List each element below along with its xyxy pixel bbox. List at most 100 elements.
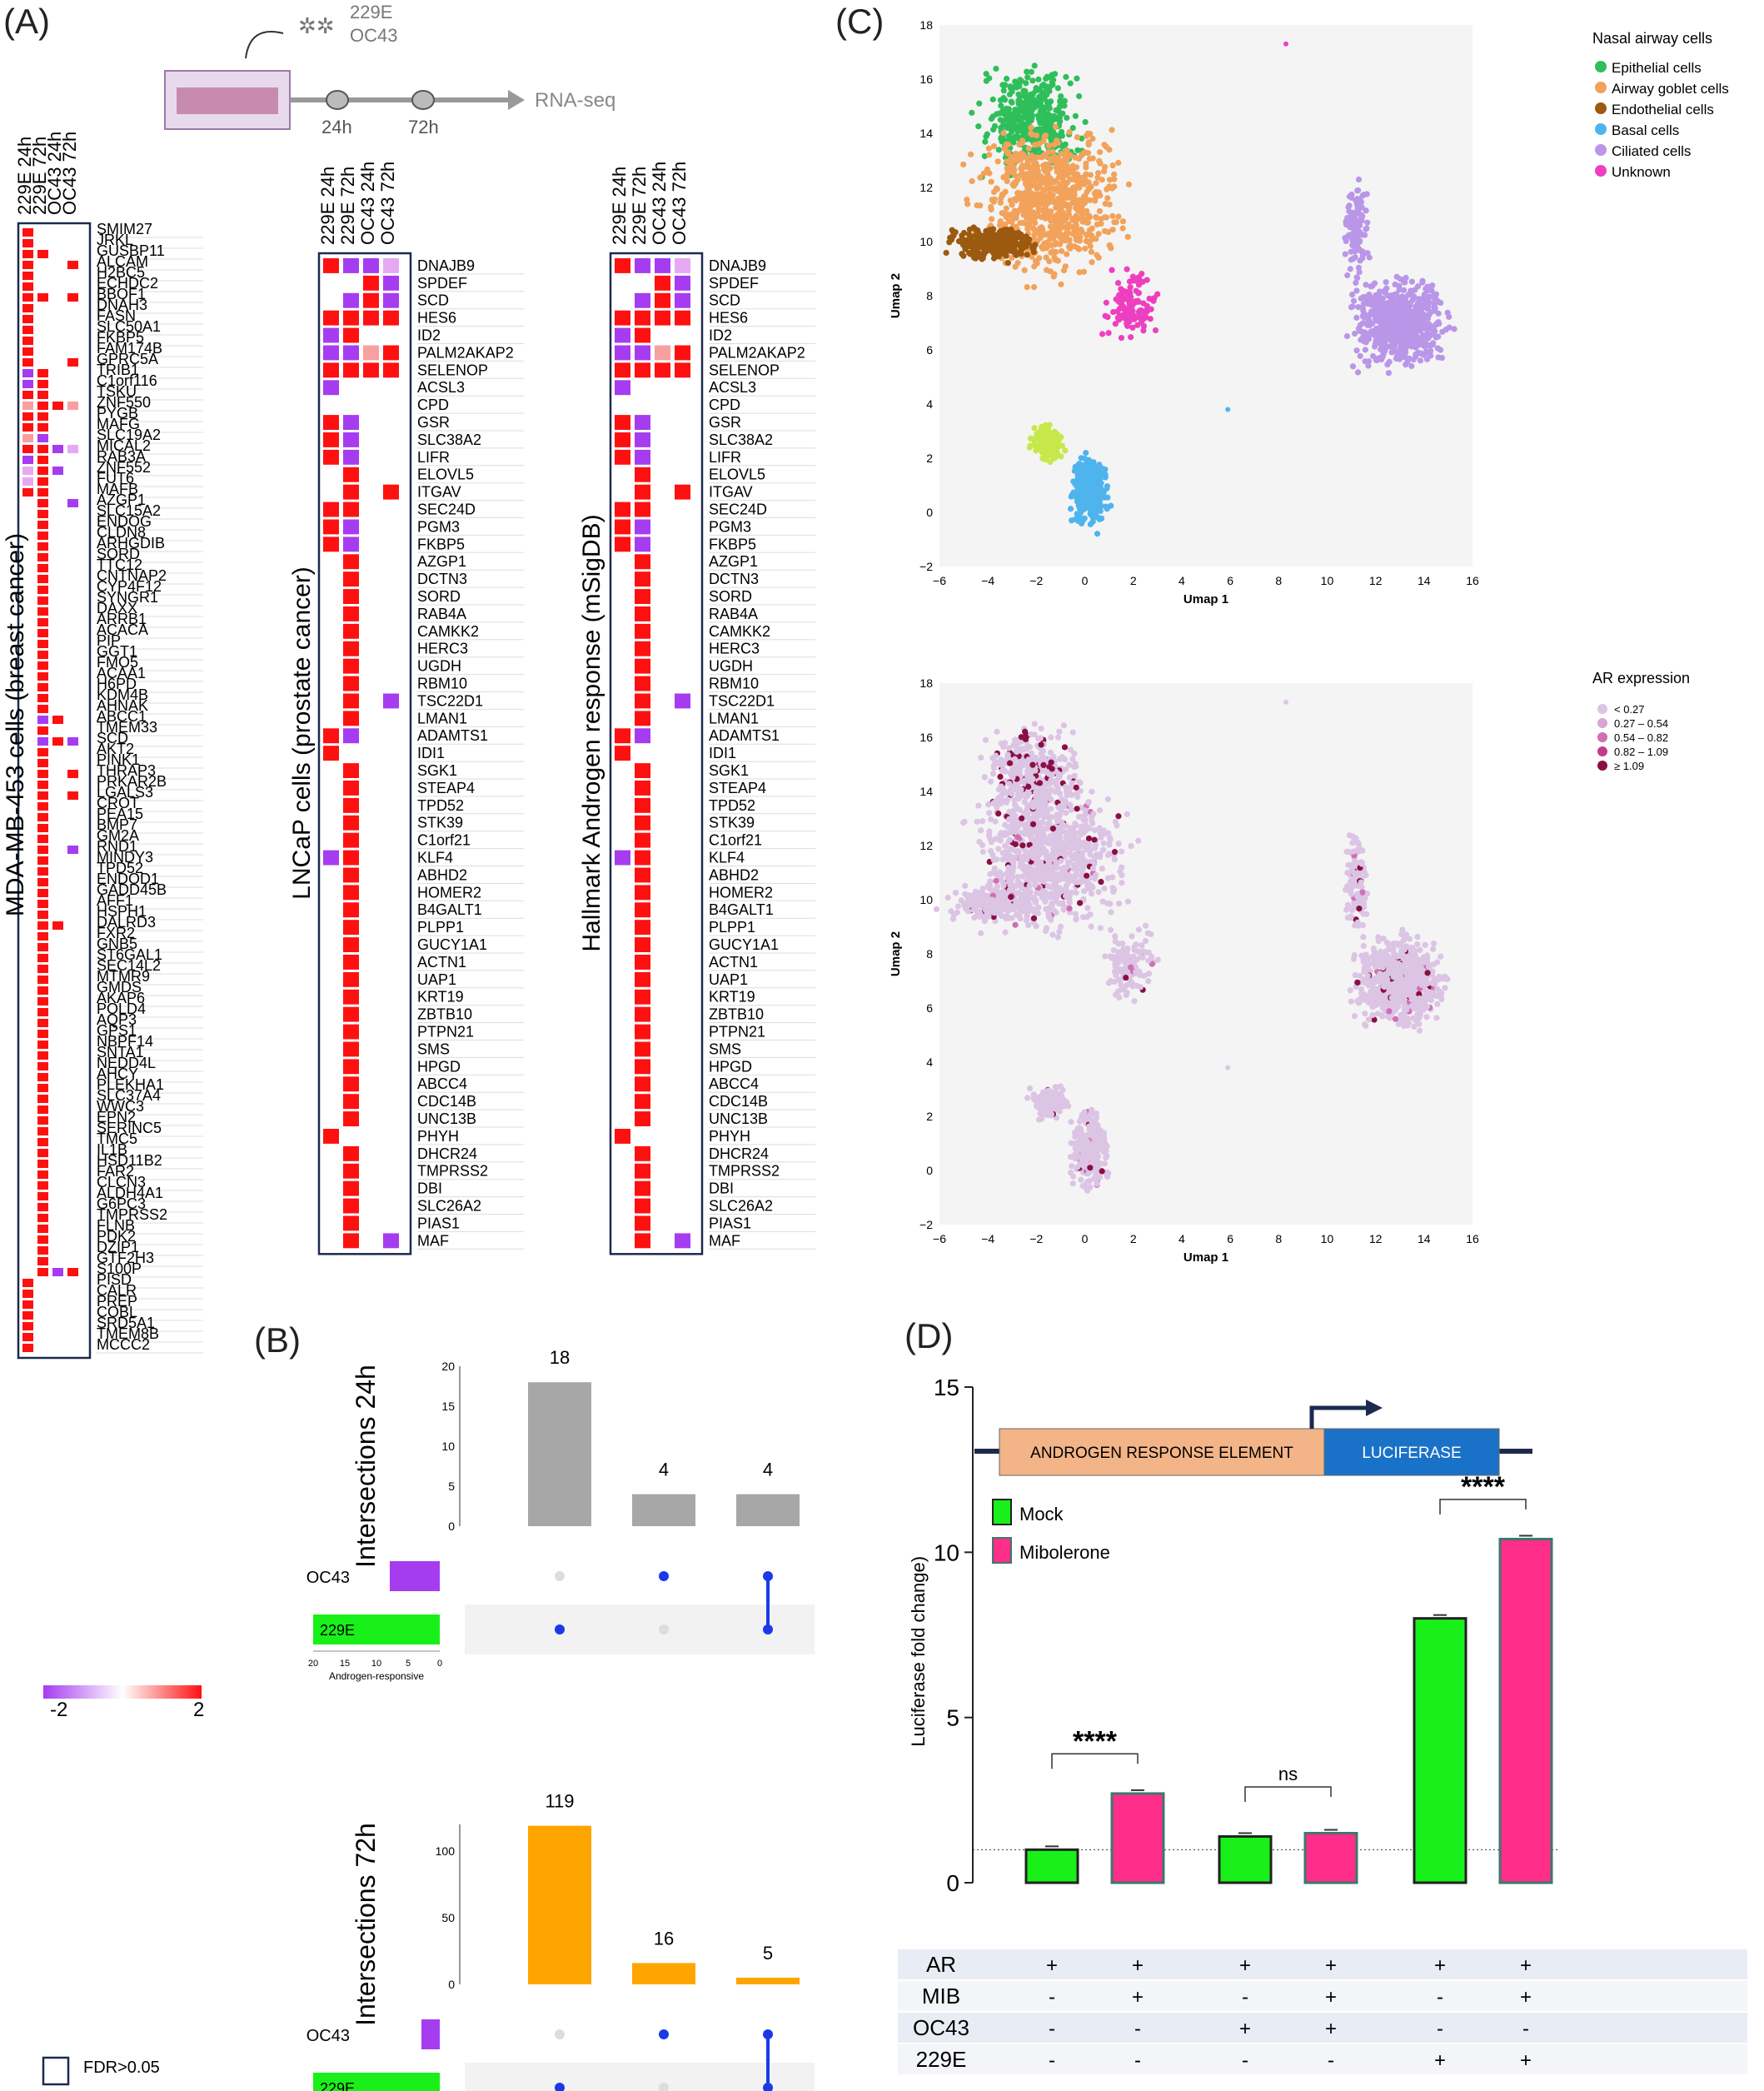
umap-point	[1067, 129, 1073, 135]
umap-point	[1039, 820, 1045, 826]
umap-point	[1041, 192, 1047, 197]
umap-point	[1029, 115, 1034, 121]
y-tick-label: −2	[919, 560, 933, 573]
hallmark-gene-label: SLC26A2	[709, 1198, 773, 1215]
umap-point	[1368, 308, 1374, 314]
mda-cell	[37, 661, 48, 670]
mda-cell	[37, 293, 48, 302]
lncap-gene-label: ACSL3	[417, 379, 465, 396]
mda-cell	[37, 640, 48, 648]
mda-cell	[37, 965, 48, 973]
umap-point	[1040, 127, 1046, 132]
hallmark-gene-label: ELOVL5	[709, 467, 765, 483]
umap-point	[1059, 204, 1064, 210]
umap-point	[1069, 781, 1074, 786]
umap-point	[1029, 172, 1035, 177]
lncap-cell	[323, 432, 339, 447]
umap-point	[1039, 103, 1045, 109]
umap-point	[1408, 332, 1414, 338]
x-tick-label: 10	[1321, 1232, 1334, 1245]
umap-point	[1357, 269, 1363, 275]
umap-point	[974, 238, 980, 244]
umap-point	[984, 78, 989, 84]
umap-point	[1032, 721, 1038, 726]
umap-point	[1084, 481, 1089, 487]
umap-point	[1110, 227, 1116, 232]
umap-point	[993, 752, 999, 758]
umap-point	[1038, 864, 1044, 870]
umap-point	[1040, 762, 1046, 768]
x-tick-label: −4	[981, 574, 994, 587]
lncap-gene-label: TPD52	[417, 797, 464, 814]
umap-point	[1047, 165, 1053, 171]
umap-point	[1059, 754, 1065, 760]
umap-point	[1056, 214, 1062, 220]
hallmark-cell	[635, 1199, 650, 1214]
umap-point	[1055, 785, 1061, 791]
umap-point	[1071, 215, 1077, 221]
lncap-gene-label: PLPP1	[417, 919, 464, 936]
umap-point	[1439, 329, 1445, 335]
umap-point	[1071, 751, 1077, 756]
umap-point	[969, 178, 974, 184]
umap-point	[1415, 301, 1421, 307]
mda-cell	[22, 1300, 33, 1309]
umap-point	[1005, 751, 1011, 757]
lncap-cell	[363, 258, 379, 273]
umap-point	[979, 842, 985, 848]
umap-point	[1057, 876, 1063, 882]
lncap-cell	[343, 346, 359, 361]
umap-point	[1002, 843, 1008, 849]
lncap-cell	[323, 380, 339, 395]
y-tick-label: 12	[919, 839, 933, 852]
umap-point	[1373, 292, 1378, 298]
mda-cell	[37, 445, 48, 453]
umap-point	[1031, 284, 1037, 290]
umap-point	[969, 110, 974, 116]
umap-point	[1358, 296, 1364, 302]
umap-point	[1061, 797, 1067, 803]
hallmark-gene-label: GSR	[709, 414, 741, 431]
umap-point	[1045, 883, 1051, 889]
umap-point	[1082, 246, 1088, 252]
lncap-cell	[343, 571, 359, 586]
umap-point	[1003, 189, 1009, 195]
umap-point	[1124, 321, 1129, 327]
mda-cell	[67, 846, 78, 854]
x-tick-label: 12	[1369, 574, 1383, 587]
umap-point	[1097, 502, 1103, 508]
umap-point	[994, 187, 1000, 192]
umap-point	[1402, 332, 1408, 337]
umap-point	[1098, 925, 1104, 931]
umap-point	[1054, 169, 1060, 175]
umap-point	[1400, 342, 1406, 347]
umap-point	[1066, 829, 1072, 835]
mda-cell	[22, 434, 33, 442]
umap-point	[1052, 841, 1058, 846]
y-tick-label: 2	[926, 452, 933, 465]
lncap-cell	[343, 1216, 359, 1231]
umap-point	[1017, 190, 1023, 196]
umap-point	[1347, 193, 1353, 199]
umap-point	[1108, 245, 1114, 251]
umap-point	[1388, 335, 1393, 341]
hallmark-gene-label: SGK1	[709, 762, 749, 779]
umap-point	[1122, 296, 1128, 302]
umap-point	[966, 232, 972, 237]
umap-point	[1363, 299, 1368, 305]
umap-point	[1046, 258, 1052, 264]
umap-point	[1116, 317, 1122, 322]
hallmark-cell	[615, 536, 630, 551]
hallmark-cell	[635, 536, 650, 551]
umap-point	[1049, 72, 1054, 77]
umap-point	[1019, 246, 1025, 252]
lncap-gene-label: PHYH	[417, 1128, 459, 1145]
mda-cell	[37, 1257, 48, 1265]
x-tick-label: 0	[1082, 1232, 1089, 1245]
lncap-cell	[343, 554, 359, 569]
umap-point	[998, 200, 1004, 206]
hallmark-gene-label: CDC14B	[709, 1093, 768, 1110]
mda-cell	[37, 618, 48, 626]
umap-point	[1013, 841, 1019, 847]
